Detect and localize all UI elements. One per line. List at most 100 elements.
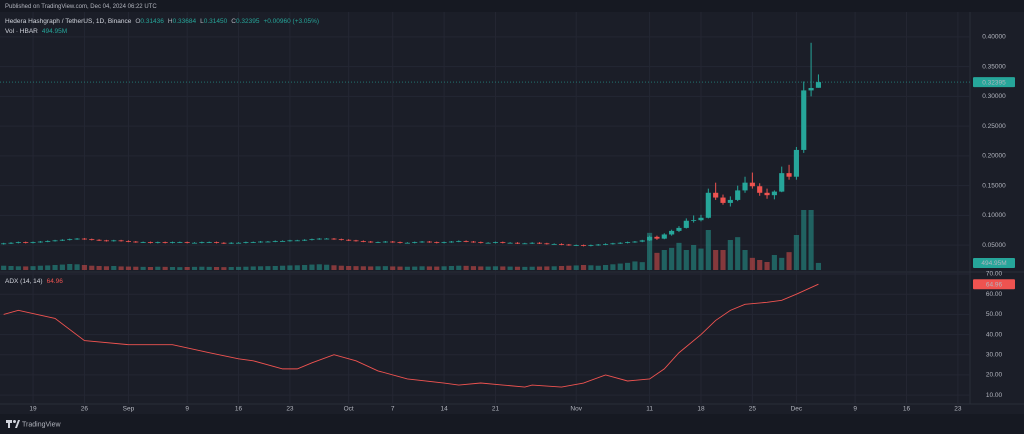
volume-bar: [360, 266, 366, 270]
volume-bar: [757, 260, 763, 270]
candle-body: [705, 192, 711, 218]
volume-bar: [147, 267, 154, 270]
volume-bar: [213, 267, 220, 270]
volume-bar: [169, 267, 176, 270]
candle-body: [74, 238, 80, 240]
volume-bar: [155, 266, 161, 270]
candle-body: [324, 238, 330, 240]
quote-key: L: [200, 18, 204, 25]
y-tick-label: 0.40000: [982, 34, 1006, 41]
candle-body: [235, 242, 242, 244]
x-tick-label: 26: [81, 406, 89, 413]
candle-body: [676, 227, 682, 231]
candle-body: [698, 217, 704, 221]
volume-bar: [162, 266, 168, 270]
quote-value: 0.31436: [140, 18, 164, 25]
candle-body: [419, 241, 425, 243]
volume-bar: [324, 264, 330, 270]
candle-body: [478, 242, 484, 243]
volume-bar: [573, 265, 579, 270]
indicator-title: ADX (14, 14): [5, 278, 43, 285]
candle-body: [558, 243, 565, 245]
volume-bar: [177, 267, 183, 270]
volume-bar: [529, 266, 535, 270]
volume-bar: [426, 266, 432, 270]
volume-bar: [103, 266, 110, 270]
volume-bar: [118, 266, 124, 270]
volume-bar: [478, 266, 484, 270]
candle-body: [360, 241, 366, 242]
candle-body: [507, 242, 513, 244]
volume-bar: [346, 266, 352, 270]
y-tick-label: 0.10000: [982, 212, 1006, 219]
x-tick-label: Dec: [791, 406, 803, 413]
volume-bar: [580, 265, 587, 270]
candle-body: [522, 243, 528, 245]
candle-body: [595, 244, 601, 246]
candle-body: [632, 241, 638, 243]
candle-body: [448, 241, 454, 243]
volume-bar: [625, 262, 631, 270]
candle-body: [647, 236, 653, 241]
candle-body: [191, 242, 198, 244]
volume-bar: [434, 266, 440, 270]
quote-key: O: [135, 18, 140, 25]
volume-bar: [81, 265, 87, 270]
volume-bar: [258, 266, 264, 270]
volume-bar: [331, 265, 337, 270]
candle-body: [258, 241, 264, 243]
volume-bar: [639, 262, 645, 270]
candle-body: [67, 239, 73, 241]
candle-body: [45, 241, 51, 242]
volume-bar: [265, 266, 271, 270]
candle-body: [749, 182, 755, 187]
candle-body: [155, 242, 161, 243]
volume-bar: [23, 266, 29, 270]
volume-bar: [280, 265, 286, 270]
volume-bar: [602, 265, 609, 270]
candle-body: [801, 90, 807, 150]
volume-bar: [59, 264, 65, 270]
quote-value: 0.32395: [236, 18, 260, 25]
candle-body: [81, 238, 87, 240]
candle-body: [184, 242, 190, 243]
volume-bar: [243, 266, 249, 270]
quote-change: +0.00960 (+3.05%): [263, 18, 319, 25]
candle-body: [199, 242, 205, 243]
candle-body: [551, 243, 557, 245]
volume-bar: [235, 266, 242, 270]
candle-body: [764, 192, 770, 196]
volume-bar: [698, 248, 704, 270]
quote-value: 0.33684: [173, 18, 197, 25]
candle-body: [37, 241, 43, 243]
candle-body: [265, 241, 271, 243]
candle-body: [52, 240, 58, 242]
volume-bar: [67, 264, 73, 270]
volume-bar: [368, 266, 374, 270]
symbol-title: Hedera Hashgraph / TetherUS, 1D, Binance: [5, 18, 132, 25]
volume-bar: [382, 266, 388, 270]
indicator-value: 64.96: [47, 278, 64, 285]
candle-body: [23, 242, 29, 243]
brand-logo: [6, 420, 20, 428]
candle-body: [111, 240, 117, 242]
candle-body: [228, 242, 234, 244]
candle-body: [8, 242, 14, 244]
candle-body: [669, 230, 675, 235]
candle-body: [463, 241, 469, 242]
volume-bar: [815, 262, 821, 270]
candle-body: [118, 240, 124, 242]
candle-body: [654, 236, 660, 239]
y-tick-label: 0.35000: [982, 63, 1006, 70]
volume-bar: [705, 230, 711, 270]
candle-body: [514, 242, 521, 244]
volume-tag: 494.95M: [981, 260, 1006, 267]
candle-body: [808, 88, 814, 91]
volume-bar: [1, 265, 7, 270]
candle-body: [147, 242, 154, 243]
y-tick-label: 0.15000: [982, 182, 1006, 189]
volume-bar: [558, 266, 565, 270]
candle-body: [287, 240, 293, 242]
